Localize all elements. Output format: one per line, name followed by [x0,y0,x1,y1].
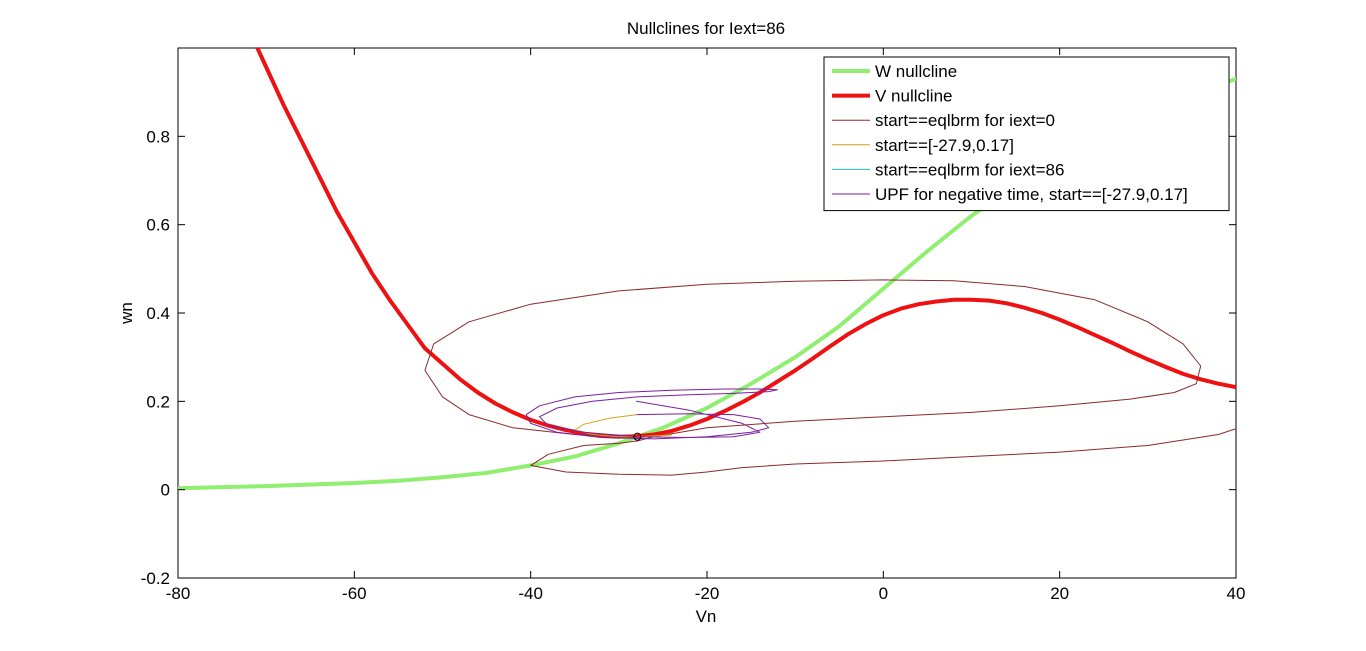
legend-entry: start==[-27.9,0.17] [875,136,1014,155]
ticks-layer: -80 -60 -40 -20 0 20 40 -0.2 0 0.2 0.4 0.6 0.8 [141,48,1246,603]
series-line-2 [424,279,1236,476]
series-line-3 [574,414,673,438]
y-axis-label: wn [117,302,136,325]
series-line-5 [525,388,778,440]
y-tick-label: -0.2 [141,569,170,588]
y-tick-label: 0.4 [146,304,170,323]
y-tick-label: 0.6 [146,216,170,235]
x-tick-label: 20 [1050,584,1069,603]
legend-entry: start==eqlbrm for iext=0 [875,111,1055,130]
x-axis-label: Vn [696,607,717,626]
x-tick-label: -20 [695,584,720,603]
y-tick-label: 0.2 [146,392,170,411]
legend: W nullcline V nullcline start==eqlbrm for … [823,56,1230,212]
y-tick-label: 0.8 [146,127,170,146]
y-tick-label: 0 [161,481,170,500]
x-tick-label: -40 [518,584,543,603]
x-tick-label: -80 [166,584,191,603]
legend-entry: UPF for negative time, start==[-27.9,0.1… [875,185,1188,204]
chart-title: Nullclines for Iext=86 [627,19,785,38]
legend-entry: V nullcline [875,87,953,106]
x-tick-label: -60 [342,584,367,603]
x-tick-label: 40 [1227,584,1246,603]
equilibrium-marker [633,432,642,441]
x-tick-label: 0 [879,584,888,603]
legend-entry: W nullcline [875,62,957,81]
legend-box [823,56,1230,212]
legend-entry: start==eqlbrm for iext=86 [875,160,1064,179]
